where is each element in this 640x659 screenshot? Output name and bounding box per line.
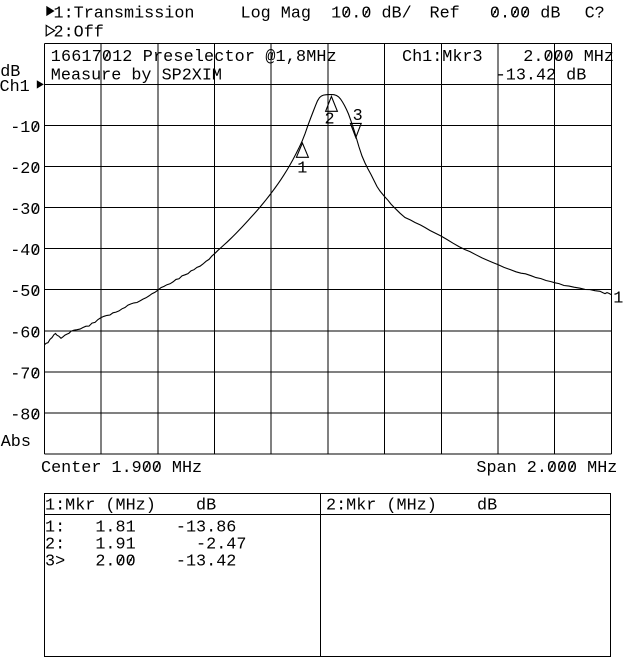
svg-text:C?: C? <box>585 5 605 24</box>
svg-text:Ref: Ref <box>430 5 460 24</box>
svg-text:2: 2 <box>325 111 335 130</box>
svg-text:1: 1.81 -13.86: 1: 1.81 -13.86 <box>45 518 236 537</box>
svg-text:Ch1:Mkr3: Ch1:Mkr3 <box>402 48 483 67</box>
svg-text:-80: -80 <box>10 406 40 425</box>
svg-text:2:Mkr (MHz) dB: 2:Mkr (MHz) dB <box>326 496 497 515</box>
svg-text:Span 2.000 MHz: Span 2.000 MHz <box>476 459 617 478</box>
svg-text:-10: -10 <box>10 119 40 138</box>
svg-text:-70: -70 <box>10 365 40 384</box>
svg-text:3: 3 <box>353 107 363 126</box>
svg-text:-60: -60 <box>10 324 40 343</box>
svg-text:16617012 Preselector @1,8MHz: 16617012 Preselector @1,8MHz <box>51 48 337 67</box>
svg-text:2.000 MHz: 2.000 MHz <box>523 48 614 67</box>
svg-text:Abs: Abs <box>1 433 31 452</box>
svg-text:-20: -20 <box>10 160 40 179</box>
svg-text:2: 1.91 -2.47: 2: 1.91 -2.47 <box>45 536 246 555</box>
svg-text:1:Transmission: 1:Transmission <box>54 5 195 24</box>
svg-text:-40: -40 <box>10 242 40 261</box>
svg-text:1:Mkr (MHz) dB: 1:Mkr (MHz) dB <box>45 496 216 515</box>
svg-text:Log Mag 10.0 dB/: Log Mag 10.0 dB/ <box>241 5 412 24</box>
svg-text:dB: dB <box>0 63 20 82</box>
svg-text:0.00 dB: 0.00 dB <box>490 5 561 24</box>
svg-text:Ch1: Ch1 <box>0 78 30 97</box>
svg-text:-50: -50 <box>10 283 40 302</box>
svg-text:Center 1.900 MHz: Center 1.900 MHz <box>41 459 202 478</box>
svg-text:-30: -30 <box>10 201 40 220</box>
svg-text:-13.42 dB: -13.42 dB <box>496 66 587 85</box>
svg-text:Measure by SP2XIM: Measure by SP2XIM <box>51 66 222 85</box>
svg-text:3> 2.00 -13.42: 3> 2.00 -13.42 <box>45 553 236 572</box>
svg-text:2:Off: 2:Off <box>54 24 104 43</box>
svg-text:1: 1 <box>613 289 623 308</box>
svg-text:1: 1 <box>297 159 307 178</box>
